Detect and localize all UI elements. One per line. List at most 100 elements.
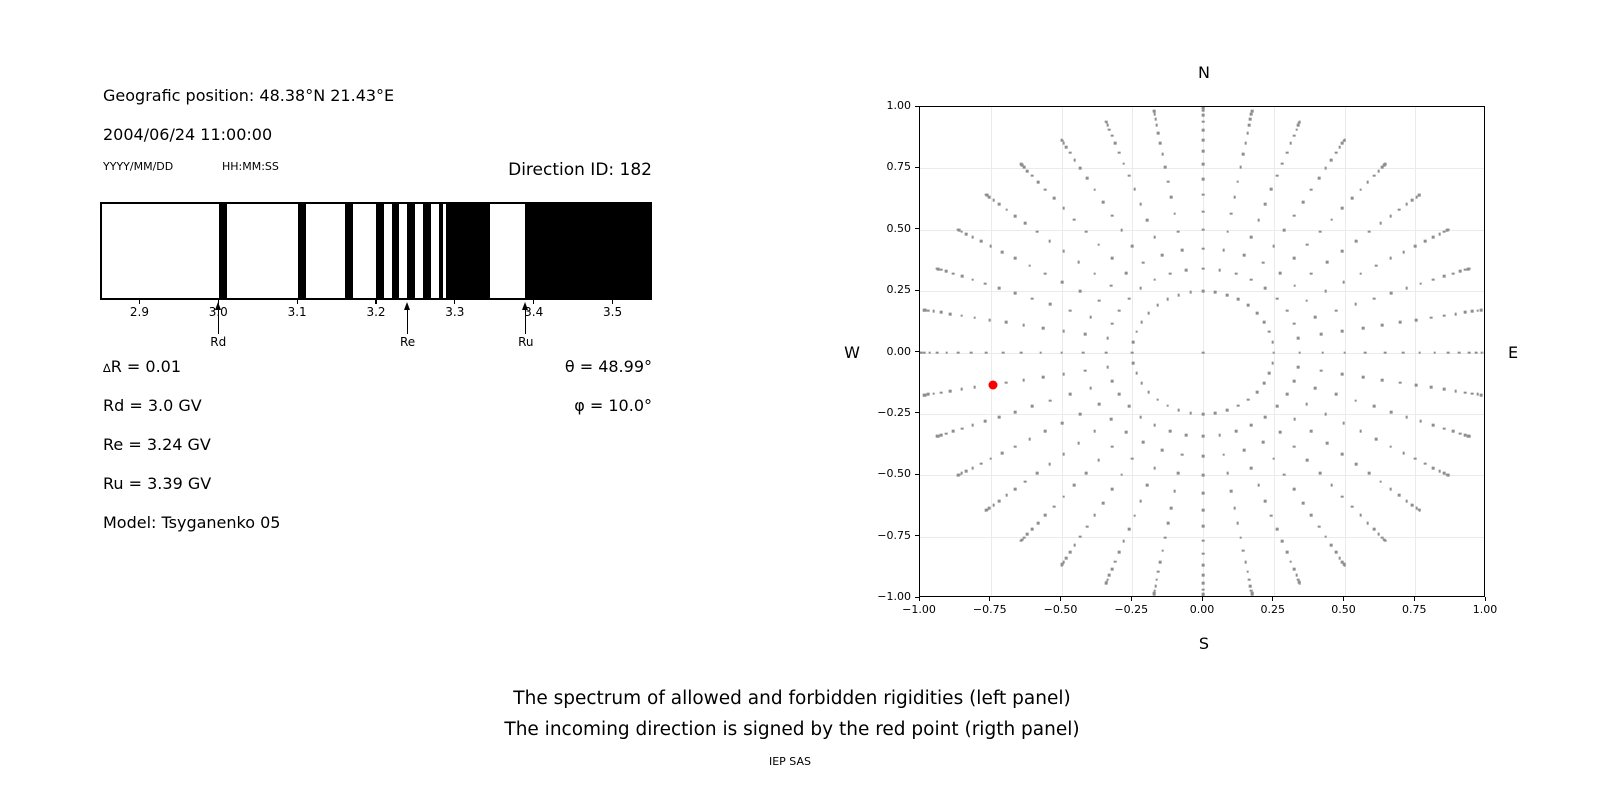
credit-label: IEP SAS [768,755,812,768]
direction-dot [964,232,968,236]
direction-dot [1147,390,1151,394]
direction-dot [1233,195,1236,199]
spectrum-tick-mark [454,300,456,304]
arrow-shaft [406,309,409,334]
direction-dot [1310,188,1313,191]
direction-dot [1164,165,1167,169]
direction-dot [1201,107,1205,109]
y-tick-mark [915,351,919,352]
direction-dot [1285,309,1289,312]
direction-dot [1044,430,1047,433]
direction-dot [1361,375,1365,379]
direction-dot [969,351,973,354]
direction-dot [1022,536,1026,540]
direction-dot [1135,330,1138,333]
direction-dot [1201,412,1205,416]
direction-dot [1201,435,1205,438]
direction-dot [1314,386,1317,390]
direction-dot [1250,466,1253,470]
forbidden-band [376,204,384,298]
direction-dot [1110,257,1114,260]
direction-dot [1161,549,1165,552]
direction-dot [1073,158,1077,162]
direction-dot [1343,563,1346,567]
direction-dot [1083,333,1087,336]
direction-dot [1122,540,1126,543]
direction-dot [1201,228,1205,232]
direction-dot [1296,578,1300,582]
direction-dot [1093,188,1096,191]
direction-dot [1423,462,1427,466]
direction-dot [1334,309,1338,312]
forbidden-band [297,204,306,298]
direction-dot [1084,230,1088,233]
direction-dot [1024,480,1027,484]
direction-dot [1257,483,1260,487]
direction-dot [1367,472,1371,475]
direction-dot [1081,351,1085,354]
direction-dot [1398,208,1401,211]
direction-dot [1120,473,1124,476]
direction-dot [1247,578,1251,582]
direction-dot [1249,117,1252,121]
direction-dot [1458,432,1462,435]
direction-dot [1153,466,1156,470]
compass-east-label: E [1507,343,1519,362]
direction-dot [1372,297,1376,300]
direction-dot [1423,239,1427,243]
direction-dot [939,433,943,437]
direction-dot [1250,278,1253,282]
direction-dot [1152,592,1156,596]
direction-dot [1135,372,1138,375]
direction-dot [1110,379,1114,383]
direction-dot [1263,499,1267,503]
direction-dot [1250,592,1254,596]
direction-dot [1233,506,1236,510]
x-tick-label: 0.25 [1260,603,1286,616]
direction-dot [1292,257,1296,260]
direction-dot [1060,280,1064,284]
x-tick-label: −0.75 [972,603,1007,616]
direction-dot [1343,138,1346,142]
direction-dot [939,311,943,314]
direction-dot [1334,551,1338,554]
direction-dot [1282,229,1286,232]
date-format-label: YYYY/MM/DD [103,160,174,173]
direction-dot [922,351,926,354]
direction-dot [1104,120,1108,124]
direction-dot [1242,448,1246,452]
forbidden-band [524,204,650,298]
direction-dot [1201,138,1205,142]
direction-dot [984,508,988,512]
direction-dot [1155,578,1159,582]
direction-dot [1201,210,1205,213]
direction-dot [1001,351,1005,354]
direction-dot [1146,218,1149,222]
x-tick-label: 0.50 [1331,603,1356,616]
direction-dot [1372,527,1376,531]
x-tick-label: −0.50 [1043,603,1078,616]
direction-dot [1263,286,1267,290]
direction-dot [1189,411,1193,415]
direction-dot [1383,351,1387,354]
direction-dot [1113,560,1117,563]
arrow-head [522,302,529,310]
y-tick-label: 1.00 [886,99,912,112]
direction-dot [1341,372,1344,376]
direction-dot [1383,163,1387,166]
x-tick-label: −0.25 [1114,603,1149,616]
geographic-position-label: Geografic position: 48.38°N 21.43°E [103,86,395,105]
direction-dot [1039,351,1042,354]
direction-dot [935,267,939,270]
direction-dot [1292,322,1296,326]
direction-dot [932,309,936,313]
direction-dot [1364,351,1367,354]
direction-dot [1451,430,1455,433]
direction-dot [1062,452,1065,456]
direction-dot [1201,563,1205,567]
direction-dot [1275,297,1279,300]
direction-dot [1350,505,1354,508]
direction-dot [1201,128,1205,132]
direction-dot [1431,278,1435,282]
direction-dot [1438,232,1442,236]
